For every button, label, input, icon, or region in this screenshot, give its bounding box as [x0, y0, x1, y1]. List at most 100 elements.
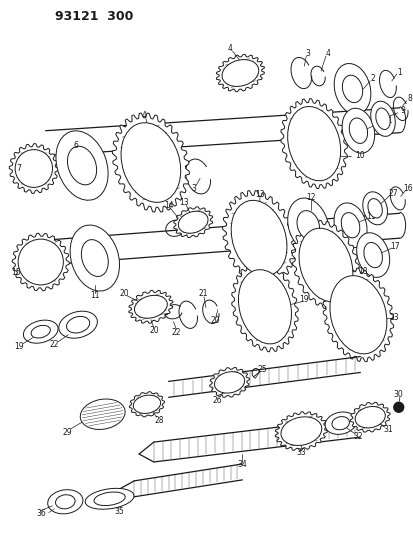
Polygon shape: [9, 144, 58, 193]
Text: 21: 21: [198, 289, 207, 298]
Ellipse shape: [296, 211, 319, 240]
Polygon shape: [209, 367, 249, 397]
Text: 13: 13: [179, 198, 189, 207]
Text: 26: 26: [212, 396, 222, 405]
Polygon shape: [128, 290, 173, 324]
Text: 14: 14: [164, 201, 173, 210]
Ellipse shape: [340, 213, 359, 238]
Text: 30: 30: [393, 390, 403, 399]
Polygon shape: [323, 268, 393, 362]
Ellipse shape: [375, 108, 389, 130]
Text: 2: 2: [370, 75, 375, 84]
Ellipse shape: [55, 495, 75, 509]
Ellipse shape: [24, 320, 58, 343]
Polygon shape: [292, 220, 359, 310]
Ellipse shape: [230, 200, 286, 276]
Ellipse shape: [94, 492, 125, 506]
Text: 17: 17: [389, 241, 399, 251]
Text: 4: 4: [325, 49, 330, 58]
Ellipse shape: [367, 199, 382, 218]
Text: 15: 15: [11, 269, 21, 278]
Ellipse shape: [15, 150, 52, 188]
Polygon shape: [231, 262, 297, 352]
Text: 22: 22: [171, 328, 181, 337]
Text: 11: 11: [366, 212, 375, 221]
Polygon shape: [173, 207, 212, 238]
Ellipse shape: [331, 417, 349, 430]
Ellipse shape: [121, 123, 180, 203]
Ellipse shape: [370, 101, 394, 136]
Text: 13: 13: [255, 190, 264, 199]
Ellipse shape: [341, 108, 374, 153]
Text: 4: 4: [141, 111, 146, 120]
Ellipse shape: [287, 107, 340, 181]
Bar: [160, 308, 166, 314]
Text: 93121  300: 93121 300: [55, 10, 133, 23]
Ellipse shape: [329, 276, 386, 354]
Text: 18: 18: [358, 268, 367, 277]
Text: 11: 11: [90, 292, 100, 301]
Ellipse shape: [287, 198, 328, 253]
Text: 25: 25: [256, 365, 266, 374]
Text: 4: 4: [228, 44, 233, 53]
Ellipse shape: [81, 240, 108, 277]
Text: 7: 7: [17, 164, 21, 173]
Text: 10: 10: [355, 151, 364, 160]
Ellipse shape: [31, 325, 50, 338]
Circle shape: [393, 402, 403, 412]
Text: 12: 12: [306, 193, 315, 202]
Polygon shape: [129, 392, 164, 417]
Text: 32: 32: [353, 432, 362, 441]
Ellipse shape: [66, 317, 90, 333]
Polygon shape: [280, 99, 347, 189]
Ellipse shape: [59, 311, 97, 338]
Ellipse shape: [18, 239, 63, 285]
Ellipse shape: [362, 192, 387, 225]
Ellipse shape: [280, 417, 321, 446]
Polygon shape: [112, 113, 189, 212]
Ellipse shape: [47, 490, 83, 514]
Polygon shape: [222, 191, 295, 286]
Ellipse shape: [342, 75, 362, 103]
Ellipse shape: [178, 211, 207, 233]
Ellipse shape: [80, 399, 125, 430]
Text: 20: 20: [119, 289, 129, 298]
Text: 16: 16: [402, 184, 411, 193]
Ellipse shape: [214, 372, 244, 393]
Ellipse shape: [133, 395, 160, 414]
Text: 1: 1: [396, 68, 401, 77]
Text: 20: 20: [211, 316, 220, 325]
Ellipse shape: [298, 228, 352, 302]
Text: 31: 31: [382, 425, 392, 434]
Text: 23: 23: [389, 313, 399, 322]
Text: 28: 28: [154, 416, 163, 425]
Polygon shape: [216, 54, 264, 92]
Ellipse shape: [238, 270, 291, 344]
Ellipse shape: [67, 146, 96, 185]
Text: 11: 11: [382, 116, 392, 125]
Text: 20: 20: [149, 326, 158, 335]
Text: 8: 8: [407, 94, 411, 103]
Text: 36: 36: [37, 509, 46, 518]
Ellipse shape: [324, 412, 356, 434]
Text: 29: 29: [62, 427, 72, 437]
Polygon shape: [275, 412, 327, 450]
Ellipse shape: [85, 488, 134, 509]
Ellipse shape: [70, 225, 119, 291]
Text: 27: 27: [387, 189, 397, 198]
Ellipse shape: [56, 131, 108, 200]
Text: 19: 19: [299, 295, 309, 304]
Ellipse shape: [356, 233, 389, 277]
Polygon shape: [349, 402, 389, 432]
Polygon shape: [12, 233, 69, 291]
Text: 3: 3: [305, 49, 310, 58]
Ellipse shape: [221, 60, 258, 86]
Ellipse shape: [333, 203, 366, 247]
Ellipse shape: [333, 63, 370, 115]
Text: 22: 22: [50, 340, 59, 349]
Text: 6: 6: [74, 141, 78, 150]
Ellipse shape: [349, 118, 367, 143]
Text: 35: 35: [114, 507, 124, 516]
Text: 9: 9: [400, 106, 405, 115]
Text: 19: 19: [14, 342, 24, 351]
